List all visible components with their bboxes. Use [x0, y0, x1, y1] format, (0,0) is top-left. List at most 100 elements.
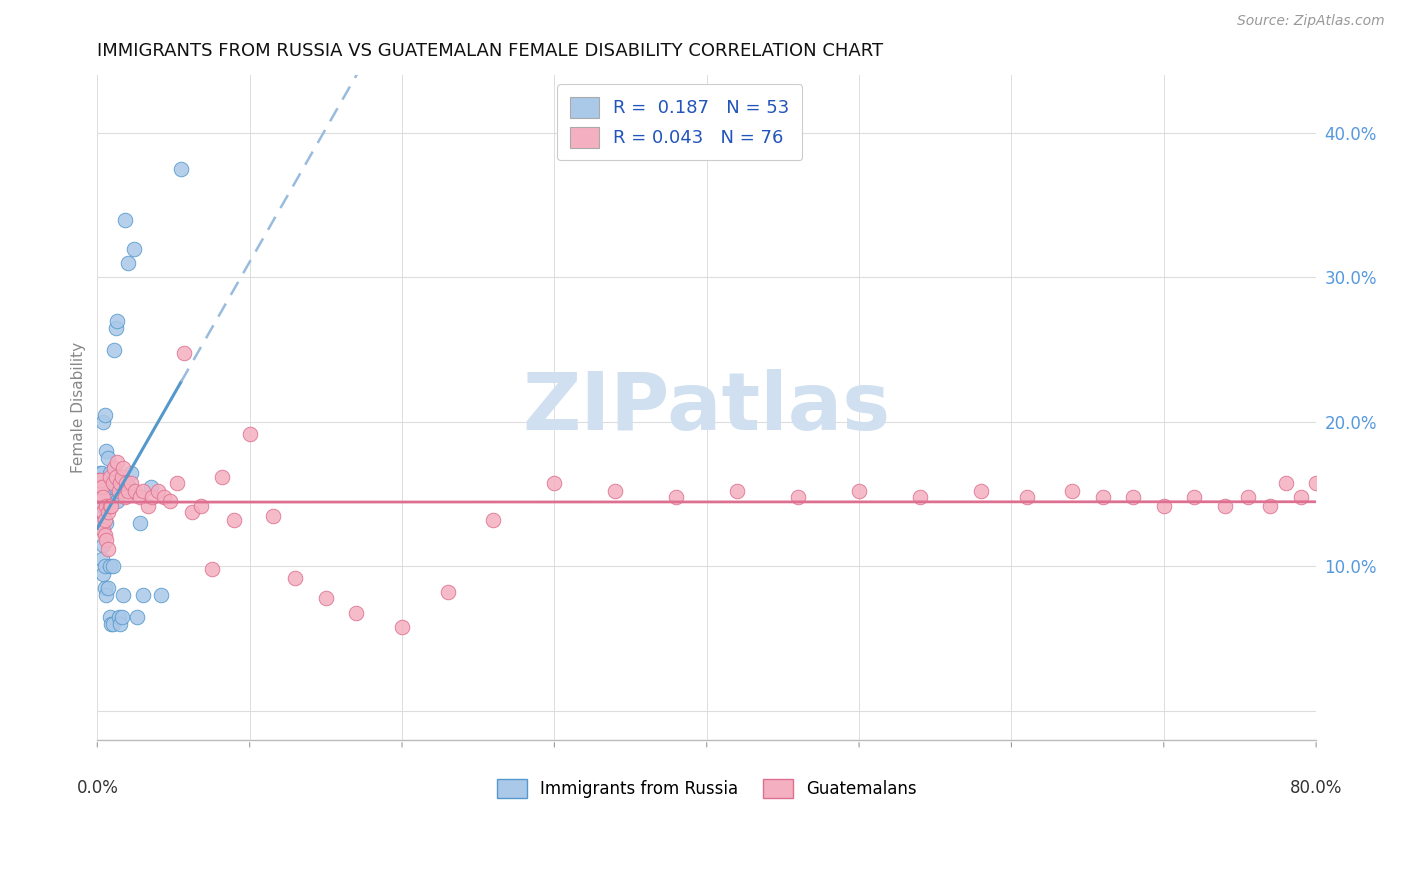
Point	[87, 480, 110, 494]
Point	[97, 581, 120, 595]
Point	[344, 606, 367, 620]
Point	[148, 484, 170, 499]
Point	[112, 461, 135, 475]
Point	[94, 501, 117, 516]
Point	[97, 451, 120, 466]
Point	[90, 480, 112, 494]
Point	[1236, 490, 1258, 504]
Point	[103, 473, 125, 487]
Point	[98, 499, 121, 513]
Point	[104, 480, 127, 494]
Point	[129, 516, 152, 530]
Point	[118, 480, 141, 494]
Point	[1182, 490, 1205, 504]
Point	[89, 473, 111, 487]
Point	[139, 480, 162, 494]
Point	[224, 513, 246, 527]
Point	[122, 242, 145, 256]
Point	[90, 516, 112, 530]
Text: 80.0%: 80.0%	[1289, 779, 1343, 797]
Point	[125, 610, 148, 624]
Point	[96, 480, 118, 494]
Point	[120, 466, 142, 480]
Point	[111, 610, 134, 624]
Point	[89, 480, 111, 494]
Point	[89, 487, 111, 501]
Point	[103, 343, 125, 357]
Point	[94, 513, 117, 527]
Point	[1305, 475, 1327, 490]
Point	[124, 484, 146, 499]
Point	[132, 484, 155, 499]
Point	[180, 504, 202, 518]
Point	[93, 490, 115, 504]
Point	[98, 559, 121, 574]
Point	[391, 620, 413, 634]
Point	[97, 542, 120, 557]
Point	[96, 516, 118, 530]
Point	[136, 499, 159, 513]
Point	[93, 524, 115, 538]
Point	[725, 484, 748, 499]
Point	[100, 617, 122, 632]
Point	[108, 480, 131, 494]
Point	[97, 494, 120, 508]
Point	[1015, 490, 1038, 504]
Point	[1062, 484, 1084, 499]
Point	[89, 516, 111, 530]
Point	[170, 162, 193, 177]
Point	[94, 408, 117, 422]
Point	[96, 499, 118, 513]
Point	[103, 461, 125, 475]
Point	[101, 559, 124, 574]
Point	[120, 475, 142, 490]
Point	[482, 513, 505, 527]
Point	[104, 470, 127, 484]
Point	[132, 588, 155, 602]
Point	[315, 591, 337, 606]
Point	[90, 494, 112, 508]
Point	[87, 473, 110, 487]
Point	[1213, 499, 1236, 513]
Point	[1091, 490, 1114, 504]
Point	[114, 490, 136, 504]
Point	[97, 504, 120, 518]
Point	[190, 499, 212, 513]
Point	[1260, 499, 1282, 513]
Point	[1274, 475, 1296, 490]
Point	[87, 487, 110, 501]
Point	[787, 490, 810, 504]
Point	[117, 256, 139, 270]
Point	[100, 494, 122, 508]
Point	[665, 490, 688, 504]
Point	[100, 499, 122, 513]
Point	[605, 484, 627, 499]
Point	[108, 475, 131, 490]
Point	[159, 494, 181, 508]
Point	[96, 588, 118, 602]
Point	[543, 475, 565, 490]
Point	[87, 487, 110, 501]
Point	[112, 588, 135, 602]
Point	[115, 480, 138, 494]
Point	[93, 566, 115, 581]
Point	[108, 617, 131, 632]
Point	[201, 562, 224, 576]
Point	[150, 588, 173, 602]
Point	[87, 473, 110, 487]
Text: 0.0%: 0.0%	[76, 779, 118, 797]
Point	[1122, 490, 1144, 504]
Point	[117, 484, 139, 499]
Point	[115, 475, 138, 490]
Point	[114, 212, 136, 227]
Point	[262, 508, 284, 523]
Point	[284, 571, 307, 585]
Point	[98, 466, 121, 480]
Y-axis label: Female Disability: Female Disability	[72, 342, 86, 473]
Point	[94, 559, 117, 574]
Point	[129, 490, 152, 504]
Point	[101, 480, 124, 494]
Text: Source: ZipAtlas.com: Source: ZipAtlas.com	[1237, 14, 1385, 28]
Point	[107, 610, 129, 624]
Point	[173, 345, 195, 359]
